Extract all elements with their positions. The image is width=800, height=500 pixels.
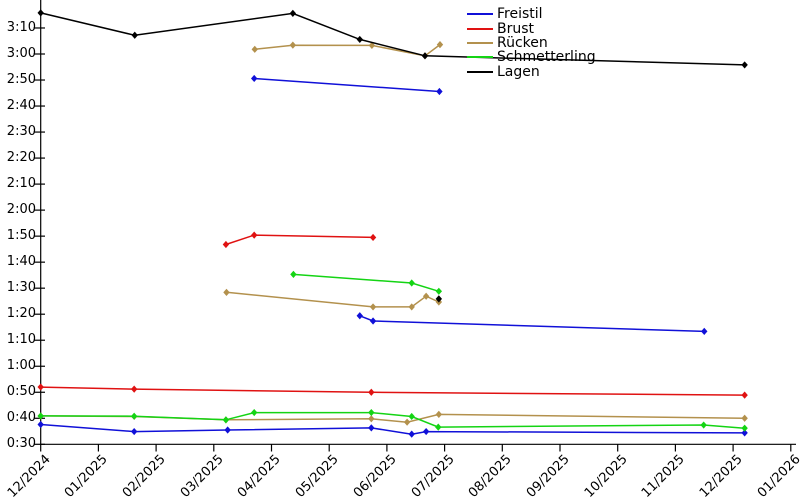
series-rcken-line (254, 43, 441, 57)
series-lagen-marker (131, 31, 138, 39)
series-rcken-line (40, 413, 745, 423)
series-schmetterling-marker (435, 423, 442, 431)
series-lagen-marker (741, 61, 748, 69)
series-brust-marker (741, 391, 748, 399)
series-schmetterling-marker (700, 421, 707, 429)
legend-label-lagen: Lagen (497, 63, 540, 80)
legend: Freistil Brust Rücken Schmetterling Lagen (467, 7, 596, 79)
series-freistil-line (254, 77, 440, 93)
legend-item-rcken: Rücken (467, 36, 596, 50)
series-rcken-marker (741, 414, 748, 422)
series-schmetterling-marker (408, 412, 415, 421)
y-tick-label: 2:30 (6, 124, 36, 140)
legend-item-lagen: Lagen (467, 65, 596, 79)
legend-item-schmetterling: Schmetterling (467, 50, 596, 64)
series-freistil-marker (369, 317, 377, 325)
y-tick-label: 0:50 (6, 384, 36, 400)
series-schmetterling-marker (408, 279, 415, 287)
series-freistil-marker (356, 312, 363, 320)
series-freistil-marker (37, 420, 44, 429)
series-schmetterling-marker (435, 287, 443, 295)
legend-label-rcken: Rücken (497, 34, 548, 51)
series-freistil-marker (741, 429, 748, 437)
series-brust-marker (368, 388, 375, 396)
y-tick-label: 1:40 (6, 254, 36, 270)
series-schmetterling-marker (368, 408, 375, 417)
series-rcken-marker (368, 415, 375, 423)
legend-item-freistil: Freistil (467, 7, 596, 21)
y-tick-label: 0:30 (6, 436, 36, 452)
series-brust-marker (37, 383, 44, 391)
y-tick-label: 2:50 (6, 72, 36, 88)
legend-line-lagen (467, 70, 493, 73)
series-rcken-marker (408, 303, 415, 311)
legend-label-freistil: Freistil (497, 6, 543, 23)
series-brust-marker (222, 240, 230, 249)
series-schmetterling-marker (290, 270, 297, 278)
series-schmetterling-line (293, 273, 440, 293)
series-freistil-marker (224, 426, 231, 434)
series-freistil-marker (701, 327, 708, 335)
y-tick-label: 3:00 (6, 46, 36, 61)
series-lagen-marker (356, 35, 363, 44)
series-rcken-marker (223, 288, 230, 296)
series-freistil-marker (408, 430, 415, 438)
series-freistil-marker (250, 74, 258, 83)
series-schmetterling-marker (130, 412, 138, 420)
series-brust-marker (369, 233, 377, 242)
series-rcken-marker (369, 303, 377, 311)
series-freistil-marker (368, 424, 375, 432)
series-lagen-marker (37, 9, 44, 17)
series-schmetterling-marker (37, 412, 44, 420)
legend-line-rcken (467, 41, 493, 44)
series-rcken-marker (435, 410, 443, 418)
y-tick-label: 1:10 (6, 332, 36, 348)
series-schmetterling-marker (741, 424, 748, 432)
series-brust-marker (130, 385, 138, 393)
y-tick-label: 1:30 (6, 280, 36, 296)
series-rcken-marker (251, 45, 258, 53)
legend-line-schmetterling (467, 56, 493, 59)
y-tick-label: 1:50 (6, 228, 36, 244)
series-freistil-line (359, 315, 705, 333)
series-rcken-marker (422, 292, 430, 300)
y-tick-label: 0:40 (6, 410, 36, 426)
y-tick-label: 2:40 (6, 98, 36, 114)
legend-label-brust: Brust (497, 20, 535, 37)
series-brust-line (225, 234, 374, 246)
series-freistil-marker (422, 427, 430, 436)
series-freistil-marker (130, 427, 138, 436)
legend-line-freistil (467, 13, 493, 16)
series-rcken-marker (289, 41, 297, 49)
series-lagen-marker (289, 9, 297, 18)
series-rcken-marker (403, 418, 411, 426)
series-lagen-line (40, 12, 745, 66)
y-tick-label: 1:00 (6, 358, 36, 374)
y-tick-label: 1:20 (6, 306, 36, 322)
y-tick-label: 2:10 (6, 176, 36, 192)
series-freistil-marker (436, 87, 443, 96)
series-lagen-marker (435, 295, 443, 303)
y-tick-label: 2:00 (6, 202, 36, 218)
series-lagen-marker (421, 52, 429, 60)
legend-label-schmetterling: Schmetterling (497, 49, 596, 66)
legend-line-brust (467, 27, 493, 30)
legend-item-brust: Brust (467, 20, 596, 37)
series-schmetterling-marker (250, 408, 258, 417)
series-schmetterling-marker (222, 416, 230, 424)
series-brust-marker (250, 231, 258, 239)
series-rcken-line (226, 291, 440, 308)
y-tick-label: 3:10 (6, 19, 36, 35)
series-brust-line (40, 386, 745, 396)
series-rcken-marker (436, 41, 444, 49)
y-tick-label: 2:20 (6, 150, 36, 166)
